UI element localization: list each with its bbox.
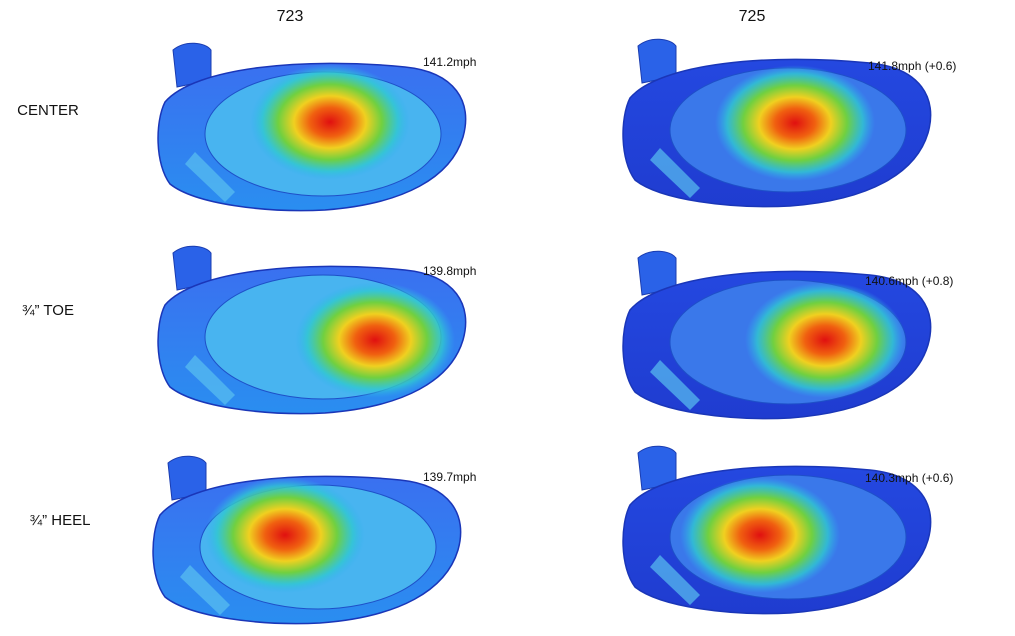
hosel: [637, 445, 677, 491]
sole-rib: [185, 152, 235, 202]
club-head: [157, 245, 467, 415]
club-head: [157, 42, 467, 212]
stress-hotspot: [250, 64, 410, 180]
stress-hotspot: [295, 282, 455, 398]
ball-speed: 139.7mph: [423, 470, 476, 484]
ball-speed: 140.6mph (+0.8): [865, 274, 953, 288]
club-head: [152, 455, 462, 625]
club-head: [622, 250, 932, 420]
stress-hotspot: [680, 477, 840, 593]
hosel: [637, 38, 677, 84]
row-label: ¾” TOE: [22, 302, 74, 319]
ball-speed: 140.3mph (+0.6): [865, 471, 953, 485]
row-label: CENTER: [17, 102, 79, 119]
ball-speed: 139.8mph: [423, 264, 476, 278]
stress-hotspot: [745, 282, 905, 398]
sole-rib: [185, 355, 235, 405]
column-header: 725: [739, 8, 766, 25]
ball-speed: 141.2mph: [423, 55, 476, 69]
column-header: 723: [277, 8, 304, 25]
ball-speed: 141.8mph (+0.6): [868, 59, 956, 73]
hosel: [172, 42, 212, 88]
sole-rib: [650, 360, 700, 410]
hosel: [172, 245, 212, 291]
club-head: [622, 445, 932, 615]
hosel: [637, 250, 677, 296]
sole-rib: [650, 148, 700, 198]
stress-hotspot: [205, 477, 365, 593]
heads: [152, 38, 932, 625]
sole-rib: [650, 555, 700, 605]
stress-hotspot: [715, 65, 875, 181]
hosel: [167, 455, 207, 501]
row-label: ¾” HEEL: [30, 512, 91, 529]
club-head: [622, 38, 932, 208]
sole-rib: [180, 565, 230, 615]
